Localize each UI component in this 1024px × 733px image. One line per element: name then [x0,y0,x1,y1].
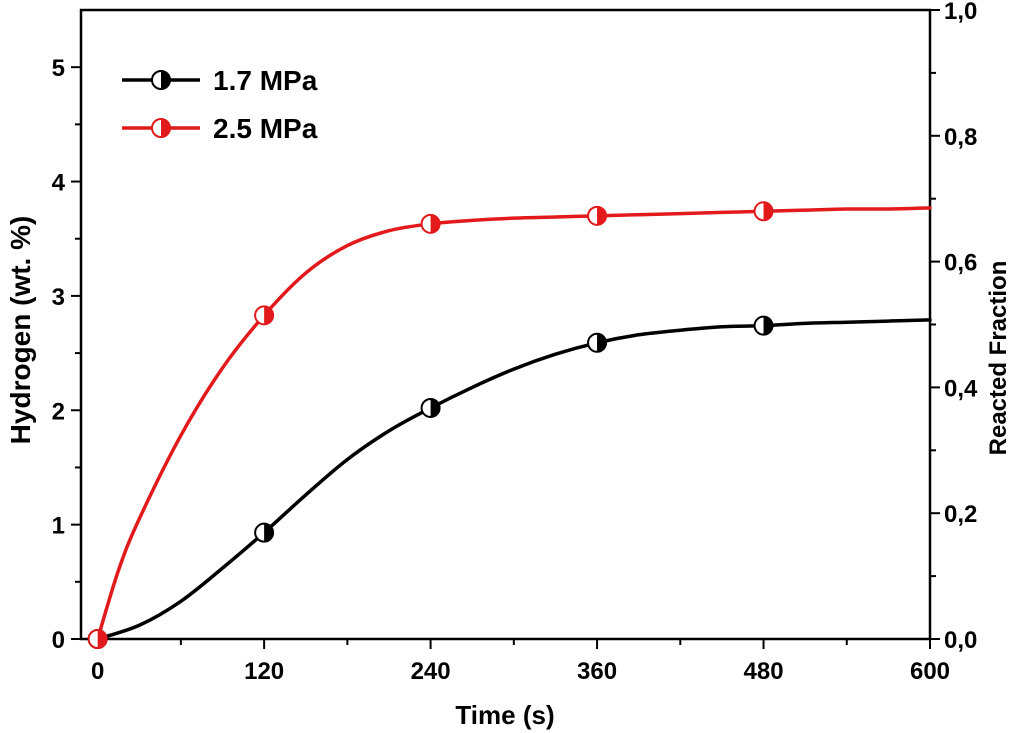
y-tick-label: 1 [52,513,65,540]
data-point-2-5-mpa [254,305,275,326]
data-point-2-5-mpa [420,213,441,234]
series-line-1-7-mpa [95,318,932,641]
data-point-2-5-mpa [587,205,608,226]
data-point-2-5-mpa [87,629,108,649]
series-lines [95,206,932,641]
series-line-2-5-mpa [95,206,932,641]
y-right-axis-title: Reacted Fraction [985,261,1012,456]
legend: 1.7 MPa 2.5 MPa [122,65,318,144]
data-point-1-7-mpa [753,315,774,336]
y-right-tick-label: 0,6 [944,250,977,277]
data-point-1-7-mpa [587,332,608,353]
legend-marker-1-7-mpa [151,70,171,90]
x-tick-label: 360 [577,658,617,685]
x-axis-title: Time (s) [455,700,554,730]
y-tick-label: 5 [52,55,65,82]
data-point-1-7-mpa [254,522,275,543]
data-point-2-5-mpa [753,201,774,222]
y-right-tick-label: 0,0 [944,627,977,654]
x-tick-label: 0 [91,658,104,685]
y-right-tick-label: 0,8 [944,124,977,151]
y-right-tick-label: 0,2 [944,501,977,528]
y-right-tick-label: 0,4 [944,375,978,402]
legend-marker-2-5-mpa [151,118,171,138]
legend-label-2-5-mpa: 2.5 MPa [213,113,318,144]
data-point-1-7-mpa [420,397,441,418]
series-markers [87,201,774,649]
y-right-tick-label: 1,0 [944,0,977,25]
x-tick-label: 240 [411,658,451,685]
x-tick-label: 480 [744,658,784,685]
legend-label-1-7-mpa: 1.7 MPa [213,65,318,96]
y-tick-label: 4 [52,170,66,197]
tick-marks [71,9,940,649]
y-axis-title: Hydrogen (wt. %) [5,216,36,445]
y-tick-label: 0 [52,627,65,654]
x-tick-label: 120 [244,658,284,685]
legend-entry-1-7-mpa: 1.7 MPa [122,65,318,96]
tick-labels: 0 120 240 360 480 600 0 1 2 3 4 5 0,0 0,2 0,4 0,6 0,8 1,0 [52,0,978,685]
x-tick-label: 600 [910,658,950,685]
y-tick-label: 3 [52,284,65,311]
y-tick-label: 2 [52,398,65,425]
legend-entry-2-5-mpa: 2.5 MPa [122,113,318,144]
